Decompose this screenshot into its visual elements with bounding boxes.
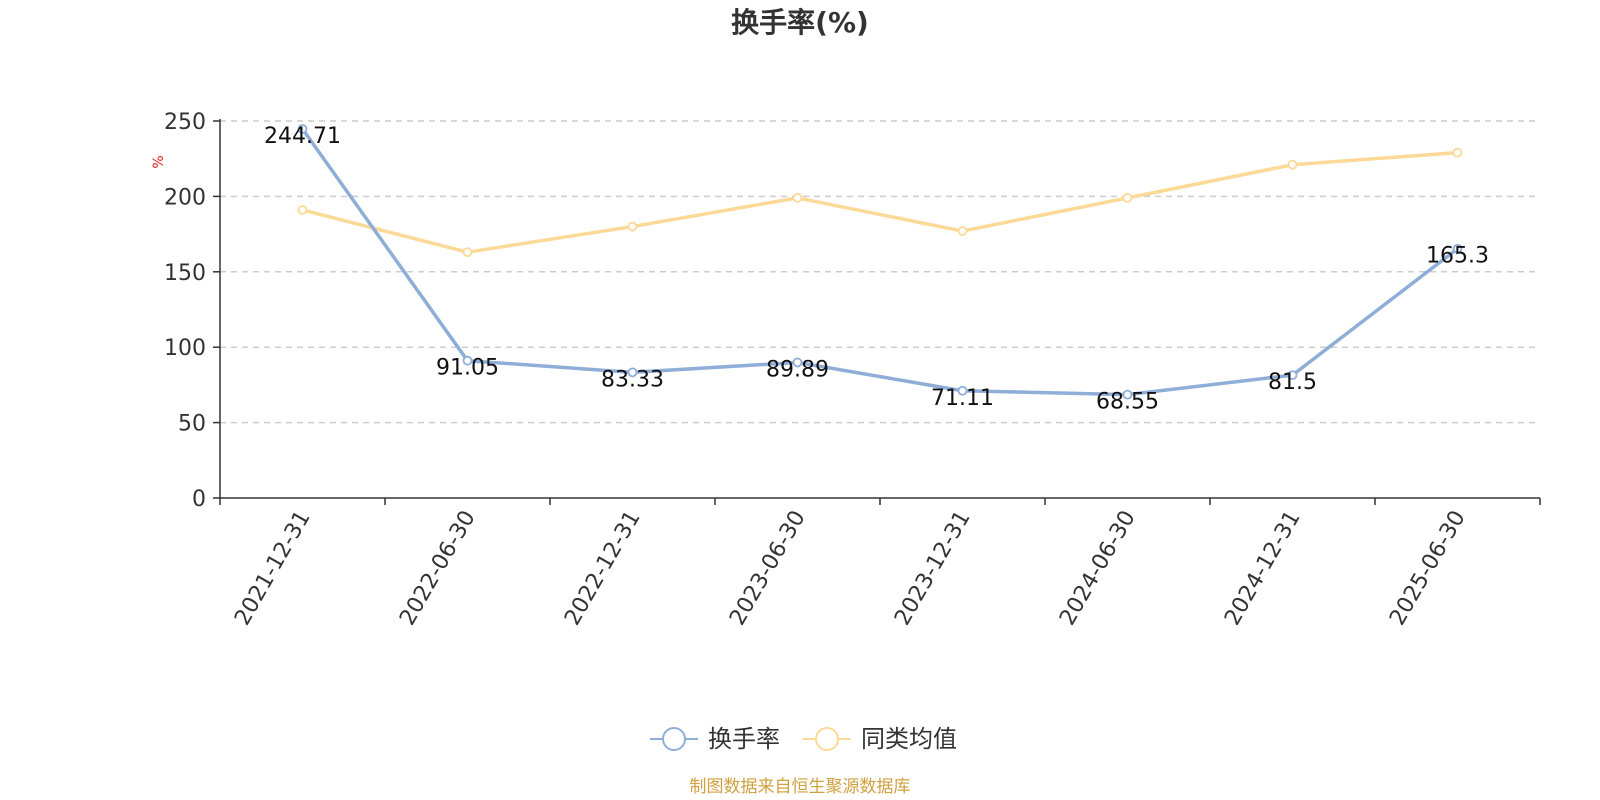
legend-marker-0 [662, 727, 686, 751]
series-line-0 [301, 127, 1459, 397]
y-tick-label: 200 [164, 185, 206, 210]
data-point[interactable] [297, 124, 308, 134]
data-point[interactable] [1287, 370, 1298, 380]
data-label: 91.05 [436, 356, 499, 381]
data-point[interactable] [957, 226, 968, 236]
data-label: 89.89 [766, 357, 829, 382]
data-label: 68.55 [1096, 390, 1159, 415]
x-tick-label: 2023-06-30 [725, 507, 811, 630]
y-axis-unit: % [151, 155, 167, 168]
axes: 0 50 100 150 200 250 2021-12-31 2022-06-30 2022-… [164, 110, 1541, 630]
y-tick-label: 100 [164, 336, 206, 361]
x-tick-label: 2022-12-31 [560, 507, 646, 630]
chart-title: 换手率(%) [731, 6, 869, 39]
data-point[interactable] [462, 355, 473, 366]
x-tick-label: 2021-12-31 [230, 507, 316, 630]
data-point[interactable] [1122, 193, 1133, 203]
data-labels: 244.71 91.05 83.33 89.89 71.11 68.55 81.5 165.3 [264, 124, 1489, 415]
x-tick-label: 2025-06-30 [1385, 507, 1471, 630]
data-label: 165.3 [1426, 244, 1489, 269]
data-point[interactable] [957, 385, 968, 396]
x-tick-label: 2024-12-31 [1220, 507, 1306, 630]
legend-label-1[interactable]: 同类均值 [861, 725, 957, 753]
legend-label-0[interactable]: 换手率 [708, 725, 780, 753]
x-tick-label: 2024-06-30 [1055, 507, 1141, 630]
data-point[interactable] [792, 193, 803, 203]
data-label: 81.5 [1268, 370, 1317, 395]
gridlines [220, 120, 1540, 424]
data-point[interactable] [297, 205, 308, 215]
y-tick-label: 150 [164, 261, 206, 286]
y-tick-label: 250 [164, 110, 206, 135]
y-tick-label: 0 [192, 487, 206, 512]
legend[interactable]: 换手率 同类均值 [650, 725, 957, 753]
y-tick-label: 50 [178, 412, 206, 437]
data-label: 83.33 [601, 367, 664, 392]
legend-marker-1 [815, 727, 839, 751]
data-point[interactable] [1122, 389, 1133, 400]
data-point[interactable] [627, 367, 638, 378]
data-label: 71.11 [931, 386, 994, 411]
data-point[interactable] [627, 221, 638, 232]
series-line-1 [302, 150, 1458, 254]
x-tick-label: 2022-06-30 [395, 507, 481, 630]
data-point[interactable] [462, 247, 473, 258]
data-point[interactable] [1287, 159, 1298, 170]
source-note: 制图数据来自恒生聚源数据库 [690, 777, 911, 797]
data-point[interactable] [1452, 147, 1463, 158]
data-point[interactable] [1452, 243, 1463, 254]
data-label: 244.71 [264, 124, 341, 149]
series-lines [297, 124, 1463, 400]
data-point[interactable] [792, 357, 803, 368]
x-tick-label: 2023-12-31 [890, 507, 976, 630]
